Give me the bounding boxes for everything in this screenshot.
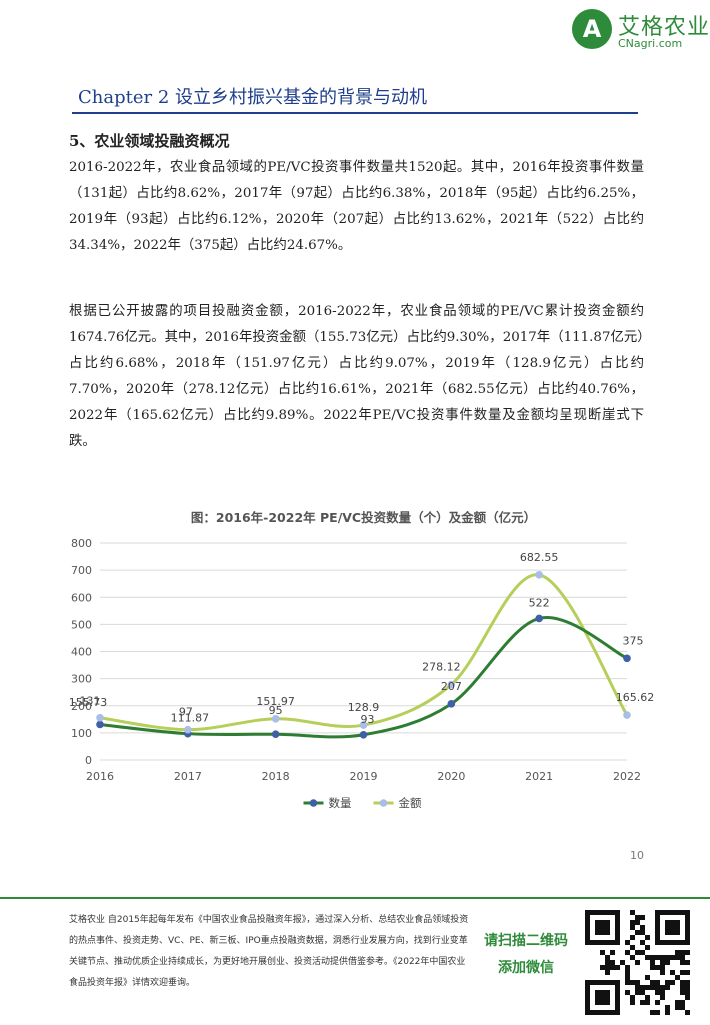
chapter-title: Chapter 2 设立乡村振兴基金的背景与动机 <box>78 87 428 108</box>
data-point <box>623 654 631 663</box>
footer-description: 艾格农业 自2015年起每年发布《中国农业食品投融资年报》，通过深入分析、总结农… <box>69 915 469 988</box>
data-label: 128.9 <box>348 701 380 714</box>
data-point <box>359 721 368 729</box>
data-point <box>184 725 192 734</box>
line-chart: 图：2016年-2022年 PE/VC投资数量（个）及金额（亿元） 0 100 200… <box>69 510 655 810</box>
logo-icon: A <box>572 9 612 49</box>
logo-url: CNagri.com <box>618 37 683 50</box>
data-label: 165.62 <box>616 691 655 704</box>
data-point <box>271 714 280 723</box>
y-tick-label: 300 <box>71 673 92 686</box>
data-label: 93 <box>361 713 375 726</box>
chapter-divider <box>72 112 638 114</box>
y-tick-label: 200 <box>71 700 92 713</box>
data-point <box>447 680 456 689</box>
y-tick-label: 100 <box>71 727 92 740</box>
company-logo: A 艾格农业 CNagri.com <box>572 9 709 53</box>
legend-label: 金额 <box>399 796 422 810</box>
data-point <box>359 730 368 739</box>
x-tick-label: 2021 <box>525 770 553 783</box>
footer-cta: 请扫描二维码 添加微信 <box>470 928 582 982</box>
page-number: 10 <box>630 849 644 862</box>
data-label: 95 <box>269 704 283 717</box>
cta-line-1: 请扫描二维码 <box>484 933 568 949</box>
y-tick-label: 0 <box>85 754 92 767</box>
chart-title: 图：2016年-2022年 PE/VC投资数量（个）及金额（亿元） <box>191 510 536 525</box>
data-label: 131 <box>80 694 101 707</box>
data-label: 682.55 <box>520 551 559 564</box>
data-label: 97 <box>179 706 193 719</box>
y-tick-label: 800 <box>71 537 92 550</box>
data-label: 207 <box>441 680 462 693</box>
legend-marker <box>379 799 388 807</box>
section-title: 5、农业领域投融资概况 <box>69 132 230 150</box>
y-tick-label: 700 <box>71 564 92 577</box>
x-tick-label: 2020 <box>437 770 465 783</box>
data-label: 375 <box>623 634 644 647</box>
y-tick-label: 400 <box>71 646 92 659</box>
data-label: 278.12 <box>422 661 461 674</box>
legend-label: 数量 <box>329 796 352 810</box>
data-label: 522 <box>529 596 550 609</box>
paragraph-investment-count: 2016-2022年，农业食品领域的PE/VC投资事件数量共1520起。其中，2… <box>69 160 644 253</box>
x-tick-label: 2017 <box>174 770 202 783</box>
data-point <box>535 614 543 623</box>
data-point <box>447 700 456 708</box>
paragraph-investment-amount: 根据已公开披露的项目投融资金额，2016-2022年，农业食品领域的PE/VC累… <box>69 304 644 449</box>
y-tick-label: 600 <box>71 591 92 604</box>
footer-divider <box>0 897 710 899</box>
x-tick-label: 2016 <box>86 770 114 783</box>
data-point <box>271 730 280 739</box>
qr-code-icon[interactable] <box>585 910 690 1015</box>
data-label: 151.97 <box>256 695 295 708</box>
y-tick-label: 500 <box>71 618 92 631</box>
data-point <box>623 711 631 719</box>
data-label: 111.87 <box>171 712 210 725</box>
data-point <box>96 713 104 722</box>
cta-line-2: 添加微信 <box>498 960 554 976</box>
logo-name: 艾格农业 <box>618 15 710 40</box>
data-point <box>535 571 543 579</box>
legend-marker <box>309 799 318 807</box>
x-tick-label: 2018 <box>262 770 290 783</box>
data-label: 155.73 <box>69 696 108 709</box>
x-tick-label: 2019 <box>350 770 378 783</box>
data-point <box>96 720 104 729</box>
x-tick-label: 2022 <box>613 770 641 783</box>
